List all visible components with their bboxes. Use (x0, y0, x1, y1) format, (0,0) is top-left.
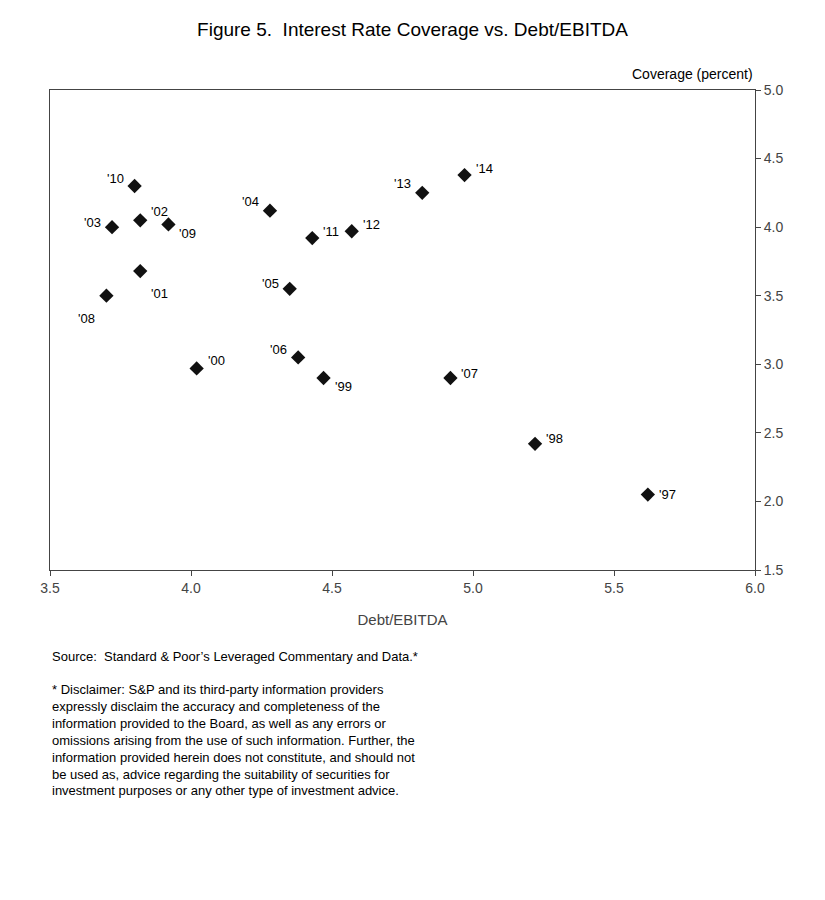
svg-text:3.0: 3.0 (764, 356, 784, 372)
svg-text:'00: '00 (208, 353, 225, 368)
svg-text:3.5: 3.5 (764, 288, 784, 304)
svg-text:Source: Standard & Poor’s Lev: Source: Standard & Poor’s Leveraged Comm… (52, 649, 418, 664)
svg-text:'08: '08 (78, 311, 95, 326)
svg-text:'13: '13 (394, 176, 411, 191)
svg-text:'02: '02 (151, 204, 168, 219)
svg-text:'99: '99 (335, 379, 352, 394)
svg-text:Figure 5. Interest Rate Cover: Figure 5. Interest Rate Coverage vs. Deb… (197, 19, 628, 40)
svg-text:4.5: 4.5 (322, 580, 342, 596)
svg-text:'10: '10 (107, 171, 124, 186)
svg-text:'98: '98 (546, 431, 563, 446)
svg-text:4.0: 4.0 (181, 580, 201, 596)
svg-text:1.5: 1.5 (764, 562, 784, 578)
svg-text:5.5: 5.5 (604, 580, 624, 596)
svg-text:'03: '03 (84, 215, 101, 230)
svg-text:'97: '97 (659, 487, 676, 502)
svg-text:* Disclaimer: S&P and its thir: * Disclaimer: S&P and its third-party in… (52, 682, 415, 798)
svg-text:5.0: 5.0 (764, 82, 784, 98)
svg-text:'04: '04 (242, 194, 259, 209)
svg-text:'07: '07 (461, 366, 478, 381)
svg-text:4.5: 4.5 (764, 150, 784, 166)
svg-text:Debt/EBITDA: Debt/EBITDA (357, 611, 447, 628)
svg-text:2.5: 2.5 (764, 425, 784, 441)
svg-text:'12: '12 (363, 217, 380, 232)
svg-text:'11: '11 (323, 224, 339, 239)
svg-text:4.0: 4.0 (764, 219, 784, 235)
svg-text:'05: '05 (262, 276, 279, 291)
svg-text:5.0: 5.0 (463, 580, 483, 596)
svg-text:'01: '01 (151, 286, 168, 301)
svg-text:'09: '09 (179, 226, 196, 241)
svg-text:6.0: 6.0 (745, 580, 765, 596)
svg-text:'14: '14 (476, 161, 493, 176)
svg-text:3.5: 3.5 (40, 580, 60, 596)
svg-text:Coverage (percent): Coverage (percent) (632, 66, 753, 82)
svg-text:2.0: 2.0 (764, 493, 784, 509)
svg-text:'06: '06 (270, 342, 287, 357)
